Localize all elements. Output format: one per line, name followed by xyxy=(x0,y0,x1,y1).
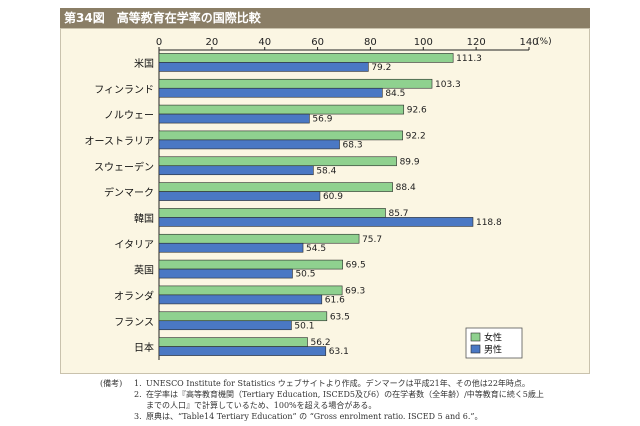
bar-female xyxy=(158,259,343,270)
footnotes: (備考) 1. UNESCO Institute for Statistics ウェ… xyxy=(100,378,620,422)
bar-male xyxy=(158,191,321,201)
data-label: 56.9 xyxy=(312,115,332,125)
data-label: 88.4 xyxy=(396,183,416,193)
bar-male xyxy=(158,320,292,331)
bar-male xyxy=(158,346,327,356)
data-label: 84.5 xyxy=(385,89,405,99)
data-label: 92.6 xyxy=(407,106,427,116)
note-text: 在学率は『高等教育機関（Tertiary Education, ISCED5及び… xyxy=(146,390,544,399)
data-label: 60.9 xyxy=(323,192,343,202)
bars: 111.3 79.2 103.3 84.592.6 56.9 92.2 68.3 89.9 58… xyxy=(158,53,502,357)
category-label: 英国 xyxy=(134,264,154,277)
note-number: 1. xyxy=(134,379,142,388)
bar-male xyxy=(158,217,474,227)
note-text: 原典は、“Table14 Tertiary Education” の “Gros… xyxy=(146,412,483,421)
note-number: 2. xyxy=(134,390,142,399)
bar-female xyxy=(158,311,328,322)
x-tick-label: 100 xyxy=(414,37,433,48)
data-label: 69.5 xyxy=(346,261,366,271)
data-label: 85.7 xyxy=(388,209,408,219)
data-label: 118.8 xyxy=(476,218,502,228)
category-label: イタリア xyxy=(114,239,154,251)
data-label: 103.3 xyxy=(435,80,461,90)
x-axis-ticks: 0 20 40 60 80 100 120 140 xyxy=(156,37,539,50)
category-label: 韓国 xyxy=(134,213,154,225)
data-label: 54.5 xyxy=(306,244,326,254)
category-label: 米国 xyxy=(134,57,154,70)
notes-heading: (備考) xyxy=(100,379,123,388)
data-label: 75.7 xyxy=(362,235,382,245)
data-label: 111.3 xyxy=(456,54,482,64)
data-label: 58.4 xyxy=(316,166,336,176)
legend-label: 男性 xyxy=(484,344,502,356)
category-label: スウェーデン xyxy=(94,160,154,173)
category-label: ノルウェー xyxy=(104,110,154,122)
bar-female xyxy=(158,53,454,63)
bar-female xyxy=(158,78,433,89)
bar-male xyxy=(158,268,293,279)
bar-female xyxy=(158,208,386,218)
x-axis-unit: (%) xyxy=(536,37,552,47)
legend-label: 女性 xyxy=(484,332,502,344)
category-label: フィンランド xyxy=(94,84,154,96)
bar-female xyxy=(158,233,360,244)
x-tick-label: 20 xyxy=(205,37,218,48)
x-tick-label: 0 xyxy=(156,37,162,48)
bar-male xyxy=(158,62,369,72)
category-label: デンマーク xyxy=(104,186,154,199)
data-label: 79.2 xyxy=(371,63,391,73)
data-label: 56.2 xyxy=(311,338,331,348)
figure-title-bar: 第34図 高等教育在学率の国際比較 xyxy=(60,8,590,28)
bar-male xyxy=(158,113,310,124)
data-label: 61.6 xyxy=(325,295,345,305)
category-label: オーストラリア xyxy=(85,135,155,147)
bar-female xyxy=(158,156,397,167)
note-text: までの人口』で計算しているため、100%を超える場合がある。 xyxy=(146,401,377,410)
data-label: 92.2 xyxy=(406,131,426,141)
bar-male xyxy=(158,242,304,253)
bar-female xyxy=(158,337,308,347)
x-tick-label: 120 xyxy=(467,37,486,48)
x-tick-label: 80 xyxy=(364,37,377,48)
bar-male xyxy=(158,87,383,98)
data-label: 50.1 xyxy=(294,321,314,331)
bar-female xyxy=(158,285,343,296)
bar-chart: 0 20 40 60 80 100 120 140 (%) 米国フィンランドノルウェーオースト… xyxy=(85,37,552,360)
legend-swatch xyxy=(470,344,481,354)
data-label: 89.9 xyxy=(400,157,420,167)
data-label: 69.3 xyxy=(345,286,365,296)
bar-female xyxy=(158,130,403,141)
data-label: 63.1 xyxy=(329,347,349,357)
x-tick-label: 40 xyxy=(258,37,271,48)
bar-male xyxy=(158,294,323,305)
figure-title: 高等教育在学率の国際比較 xyxy=(116,11,261,25)
x-tick-label: 60 xyxy=(311,37,324,48)
x-tick-label: 140 xyxy=(519,37,538,48)
bar-male xyxy=(158,165,314,176)
category-labels: 米国フィンランドノルウェーオーストラリアスウェーデンデンマーク韓国イタリア英国オ… xyxy=(85,57,155,354)
category-label: オランダ xyxy=(114,289,154,302)
note-number: 3. xyxy=(134,412,142,421)
legend-swatch xyxy=(470,332,481,342)
bar-female xyxy=(158,104,405,115)
bar-male xyxy=(158,139,340,150)
data-label: 50.5 xyxy=(295,270,315,280)
data-label: 63.5 xyxy=(330,312,350,322)
note-text: UNESCO Institute for Statistics ウェブサイトより… xyxy=(146,379,530,388)
bar-female xyxy=(158,182,393,192)
category-label: 日本 xyxy=(134,341,154,354)
data-label: 68.3 xyxy=(343,140,363,150)
category-label: フランス xyxy=(114,316,154,328)
figure-number: 第34図 xyxy=(64,11,105,25)
